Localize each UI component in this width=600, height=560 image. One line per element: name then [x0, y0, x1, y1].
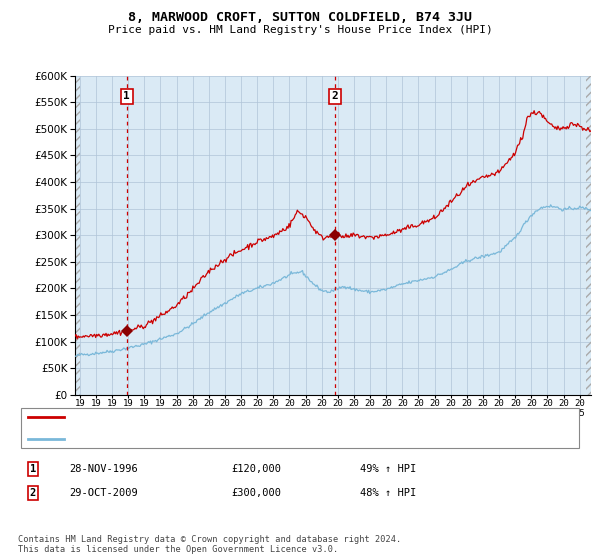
- Text: 1: 1: [30, 464, 36, 474]
- Text: 49% ↑ HPI: 49% ↑ HPI: [360, 464, 416, 474]
- Bar: [75, 76, 80, 395]
- Text: 2: 2: [332, 91, 338, 101]
- Text: 28-NOV-1996: 28-NOV-1996: [69, 464, 138, 474]
- Text: 8, MARWOOD CROFT, SUTTON COLDFIELD, B74 3JU: 8, MARWOOD CROFT, SUTTON COLDFIELD, B74 …: [128, 11, 472, 24]
- Text: 8, MARWOOD CROFT, SUTTON COLDFIELD, B74 3JU (detached house): 8, MARWOOD CROFT, SUTTON COLDFIELD, B74 …: [70, 412, 422, 422]
- Text: Contains HM Land Registry data © Crown copyright and database right 2024.
This d: Contains HM Land Registry data © Crown c…: [18, 535, 401, 554]
- Text: 2: 2: [30, 488, 36, 498]
- Text: Price paid vs. HM Land Registry's House Price Index (HPI): Price paid vs. HM Land Registry's House …: [107, 25, 493, 35]
- Bar: [586, 76, 591, 395]
- Text: £120,000: £120,000: [231, 464, 281, 474]
- Text: HPI: Average price, detached house, Walsall: HPI: Average price, detached house, Wals…: [70, 434, 323, 444]
- Text: £300,000: £300,000: [231, 488, 281, 498]
- Text: 1: 1: [124, 91, 130, 101]
- Text: 29-OCT-2009: 29-OCT-2009: [69, 488, 138, 498]
- Text: 48% ↑ HPI: 48% ↑ HPI: [360, 488, 416, 498]
